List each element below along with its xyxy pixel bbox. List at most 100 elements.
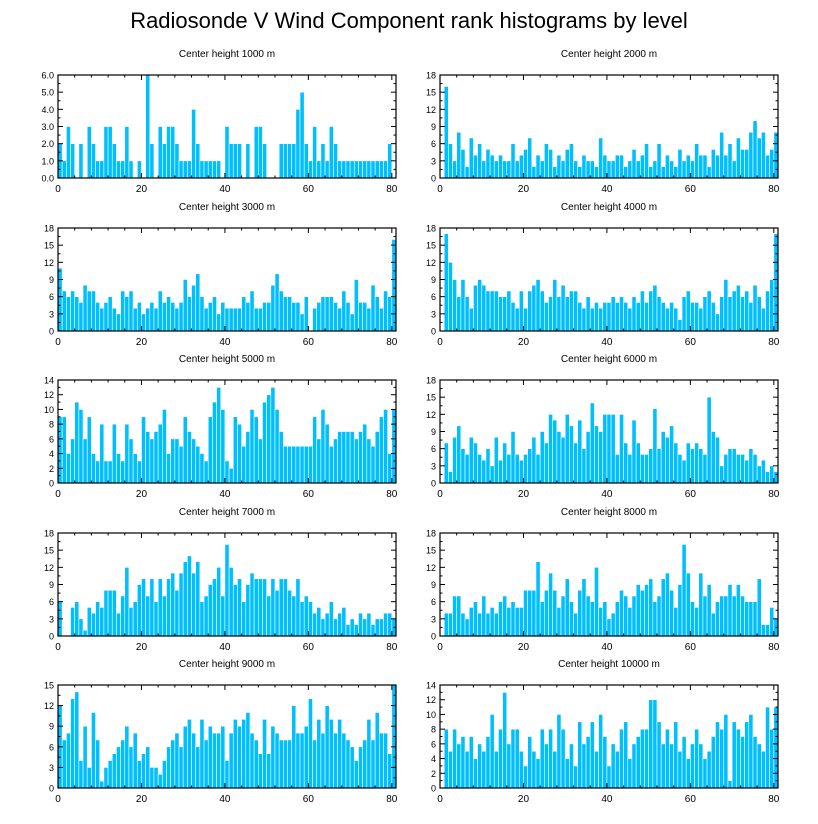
y-tick-label: 10 (44, 405, 54, 415)
x-tick-label: 60 (303, 337, 315, 348)
histogram-bar (199, 601, 205, 637)
histogram-bar (560, 728, 566, 789)
x-tick-label: 0 (437, 642, 443, 653)
histogram-bar (460, 448, 466, 484)
histogram-bar (166, 296, 171, 332)
histogram-bar (166, 578, 171, 637)
histogram-bar (610, 414, 616, 484)
histogram-bar (349, 746, 355, 789)
histogram-bar (719, 595, 725, 637)
histogram-bar (57, 267, 63, 332)
histogram-bar (498, 154, 503, 179)
histogram-bar (740, 454, 745, 484)
histogram-bar (257, 753, 263, 789)
histogram-bar (735, 728, 741, 789)
histogram-bar (132, 601, 138, 637)
histogram-bar (669, 589, 674, 637)
histogram-bar (761, 307, 766, 332)
histogram-bar (136, 302, 142, 332)
histogram-bar (577, 302, 583, 332)
histogram-bar (573, 612, 579, 637)
histogram-bar (581, 307, 587, 332)
y-tick-label: 18 (44, 224, 54, 234)
x-tick-label: 20 (136, 489, 148, 500)
histogram-bar (527, 736, 533, 789)
histogram-bar (136, 584, 142, 637)
x-tick-label: 0 (55, 489, 61, 500)
histogram-bar (518, 750, 524, 789)
histogram-bar (303, 445, 309, 484)
histogram-bar (124, 725, 130, 789)
histogram-bar (731, 595, 737, 637)
y-tick-label: 3 (49, 614, 54, 624)
histogram-bar (560, 284, 566, 332)
histogram-bar (677, 750, 683, 789)
histogram-bar (91, 453, 96, 484)
histogram-bar (191, 284, 197, 332)
x-tick-label: 20 (518, 642, 530, 653)
histogram-bar (333, 302, 338, 332)
histogram-bar (765, 290, 770, 332)
histogram-bar (149, 578, 155, 637)
histogram-bar (619, 589, 624, 637)
histogram-bar (224, 126, 230, 179)
histogram-bar (124, 296, 130, 332)
y-tick-label: 12 (44, 563, 54, 573)
panel-9: Center height 9000 m 0 20 40 60 80 0 3 6 9 12 15 (44, 659, 398, 805)
histogram-bar (111, 753, 117, 789)
histogram-bar (452, 436, 457, 484)
histogram-bar (464, 618, 470, 637)
histogram-bar (552, 279, 558, 332)
histogram-bar (370, 445, 376, 484)
histogram-bar (598, 607, 604, 637)
histogram-bar (535, 561, 541, 637)
histogram-bar (295, 445, 301, 484)
histogram-bar (577, 166, 583, 179)
histogram-bar (531, 166, 537, 179)
histogram-bar (99, 607, 105, 637)
y-tick-label: 9 (49, 722, 54, 732)
panel-title: Center height 8000 m (561, 507, 657, 518)
histogram-bar (681, 544, 687, 637)
histogram-bar (283, 143, 288, 179)
histogram-bar (120, 739, 126, 789)
y-tick-label: 12 (44, 258, 54, 268)
histogram-bar (677, 319, 683, 332)
histogram-bar (460, 612, 466, 637)
histogram-bar (769, 607, 775, 637)
x-tick-label: 80 (386, 642, 398, 653)
histogram-bar (86, 126, 92, 179)
histogram-bar (82, 725, 88, 789)
histogram-bar (187, 555, 192, 637)
histogram-bar (544, 143, 549, 179)
histogram-bar (270, 387, 276, 484)
histogram-bar (383, 409, 388, 484)
histogram-bar (656, 296, 662, 332)
histogram-bar (316, 719, 322, 789)
y-tick-label: 15 (426, 88, 436, 98)
histogram-bar (241, 445, 247, 484)
histogram-bar (170, 438, 176, 484)
histogram-bar (358, 612, 363, 637)
histogram-bar (594, 750, 599, 789)
histogram-bar (245, 302, 251, 332)
y-tick-label: 4 (431, 754, 436, 764)
histogram-bar (635, 160, 641, 179)
histogram-bar (723, 714, 729, 789)
histogram-bar (765, 154, 770, 179)
histogram-bar (493, 612, 499, 637)
histogram-bar (589, 160, 595, 179)
histogram-bar (274, 273, 280, 332)
histogram-bar (107, 760, 113, 789)
histogram-bar (333, 438, 338, 484)
histogram-bar (237, 578, 242, 637)
histogram-bar (316, 607, 322, 637)
histogram-bar (220, 725, 226, 789)
histogram-bar (270, 578, 276, 637)
histogram-bar (485, 149, 491, 179)
histogram-bar (383, 612, 388, 637)
histogram-bar (731, 448, 737, 484)
histogram-bar (199, 453, 205, 484)
histogram-bar (648, 699, 654, 789)
histogram-bar (602, 302, 608, 332)
